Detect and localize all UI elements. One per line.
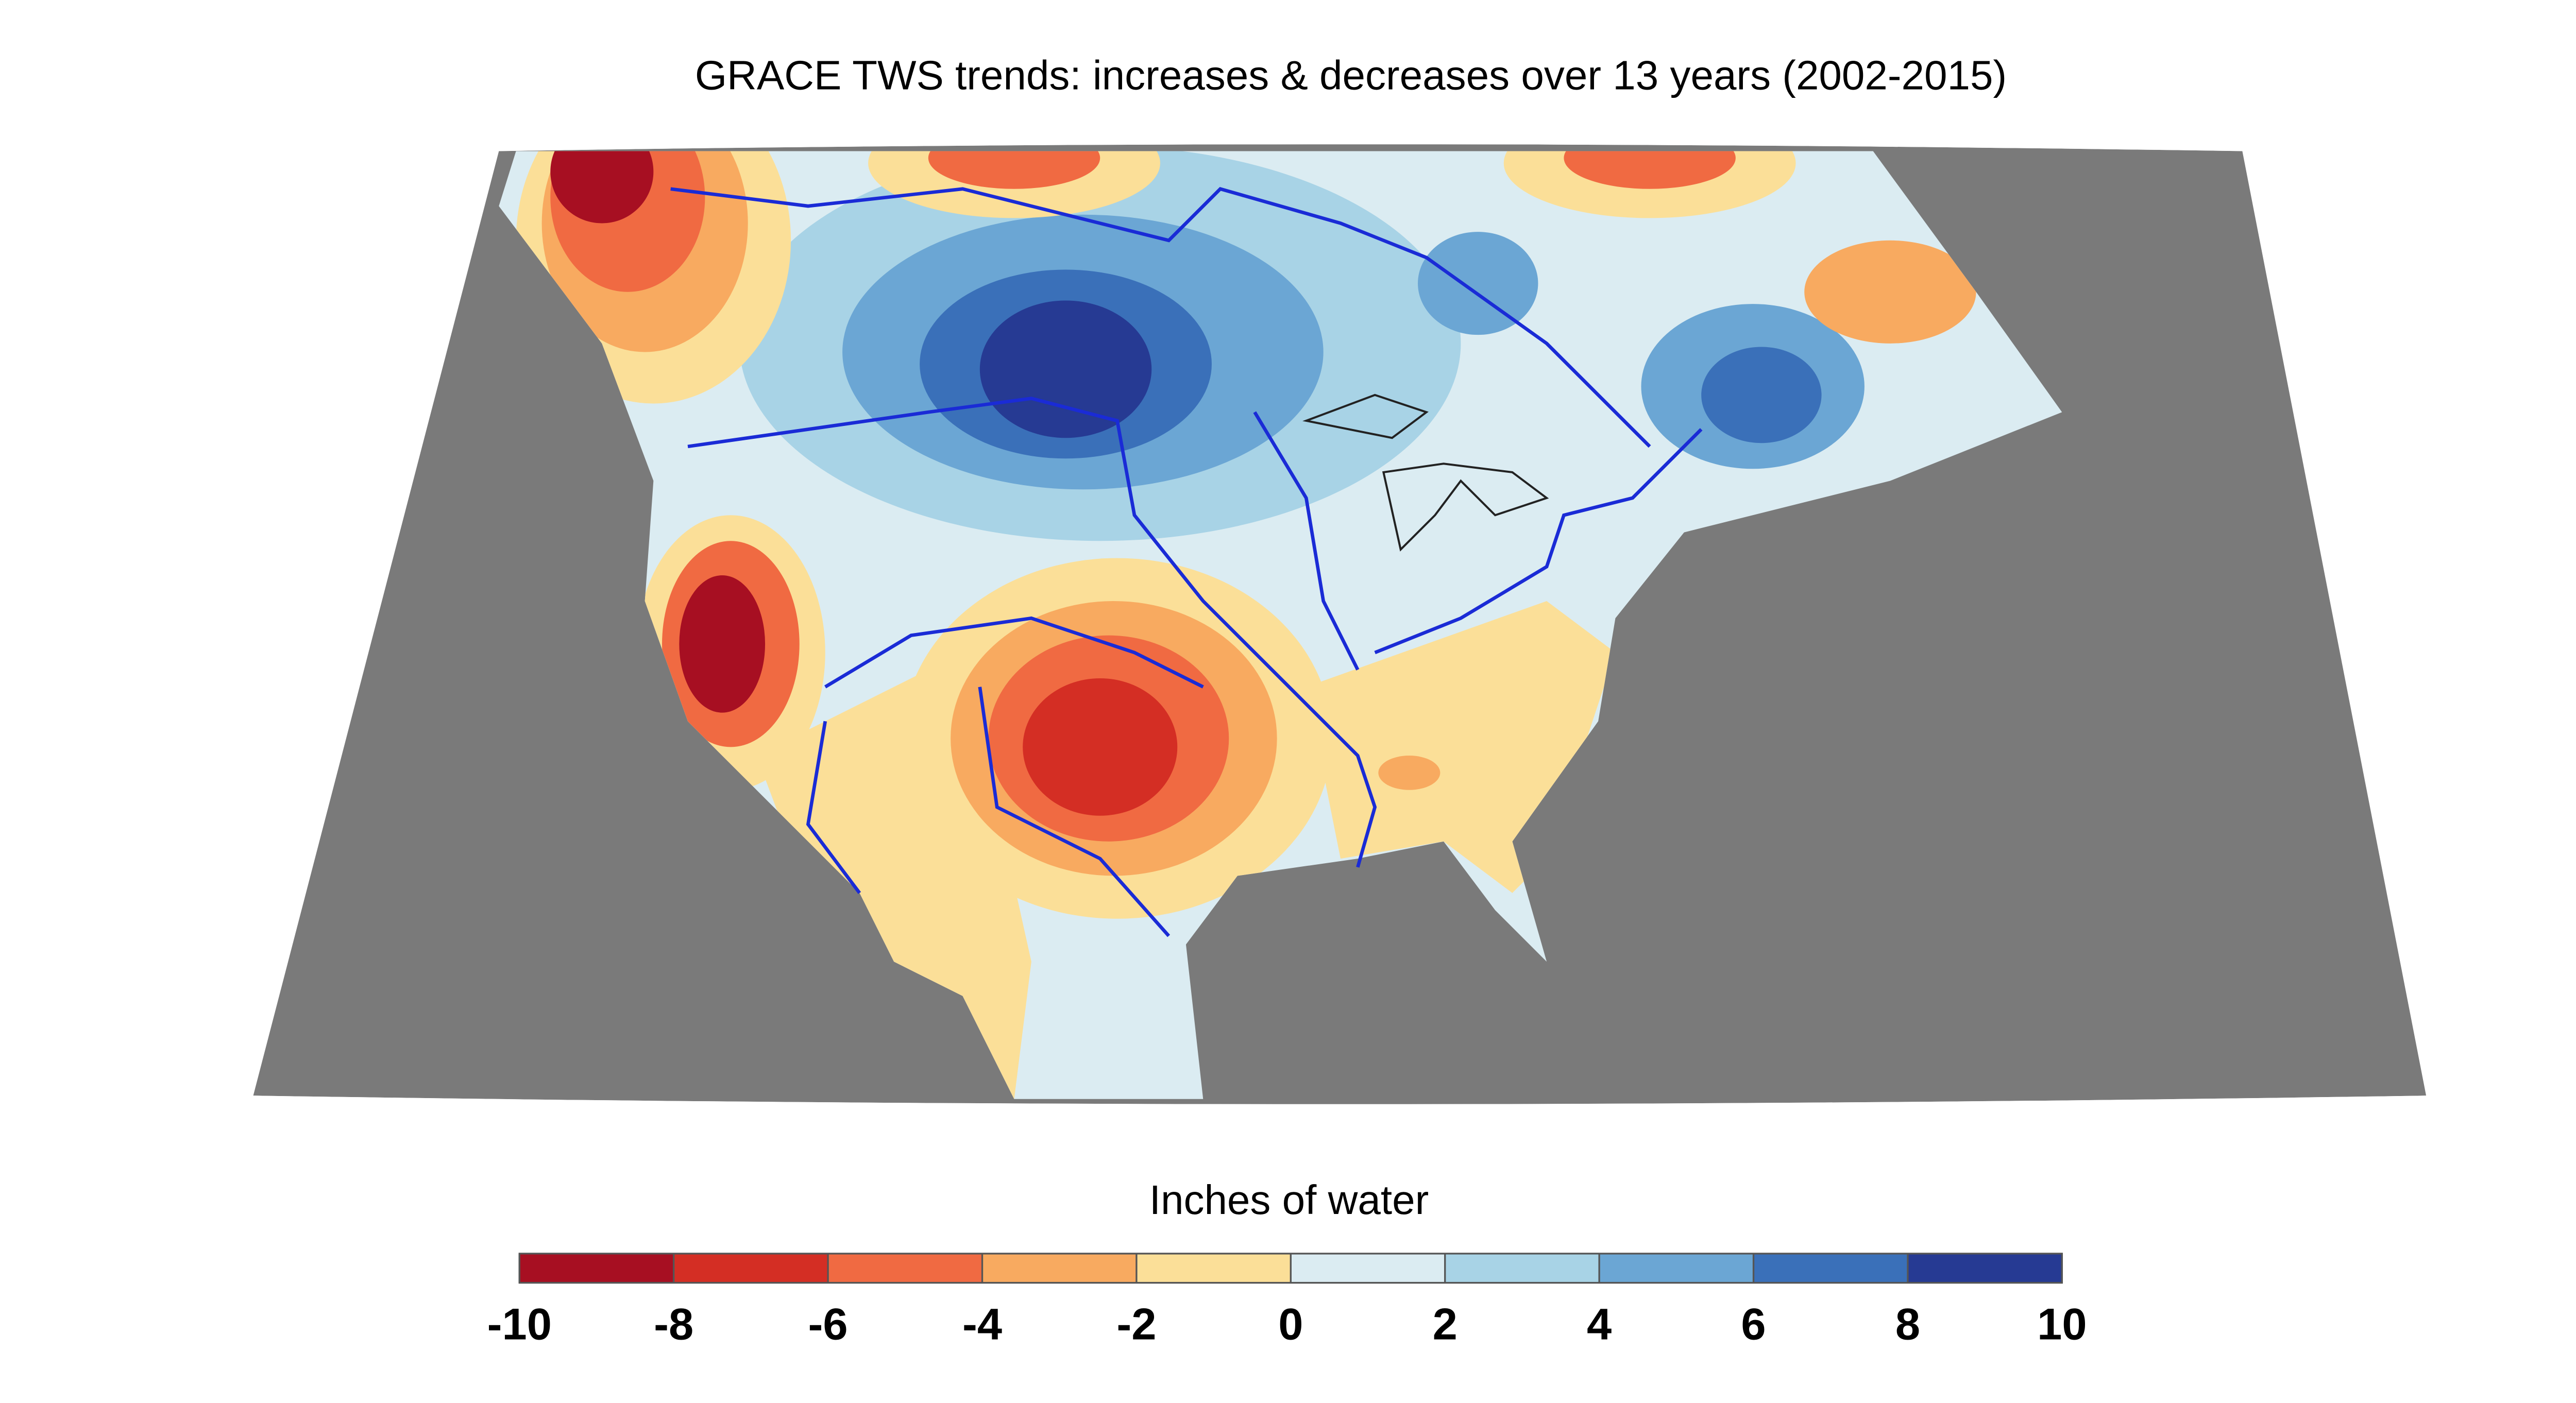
trend-region bbox=[1804, 240, 1976, 344]
colorbar-segment bbox=[519, 1253, 674, 1283]
colorbar-tick-label: -6 bbox=[808, 1300, 848, 1349]
colorbar-segment bbox=[982, 1253, 1137, 1283]
colorbar-tick-label: -4 bbox=[962, 1300, 1002, 1349]
colorbar-tick-label: 8 bbox=[1895, 1300, 1920, 1349]
river bbox=[1253, 411, 1360, 671]
rivers bbox=[670, 187, 1703, 937]
colorbar-segment bbox=[1753, 1253, 1908, 1283]
colorbar-tick-label: -8 bbox=[654, 1300, 693, 1349]
colorbar-segment bbox=[1599, 1253, 1754, 1283]
trend-region bbox=[1701, 347, 1822, 443]
colorbar-tick-label: 4 bbox=[1587, 1300, 1612, 1349]
trend-region bbox=[679, 575, 766, 713]
river bbox=[824, 616, 1204, 689]
trend-region bbox=[1023, 678, 1178, 816]
colorbar-segment bbox=[1291, 1253, 1445, 1283]
colorbar-tick-label: -10 bbox=[487, 1300, 552, 1349]
map bbox=[253, 144, 2427, 1104]
lake bbox=[1382, 463, 1549, 552]
colorbar-segment bbox=[828, 1253, 982, 1283]
trend-region bbox=[1418, 232, 1538, 335]
colorbar-tick-label: 6 bbox=[1741, 1300, 1766, 1349]
colorbar-segment bbox=[1136, 1253, 1291, 1283]
colorbar-tick-label: 10 bbox=[2037, 1300, 2087, 1349]
river bbox=[978, 687, 1171, 937]
trend-region bbox=[1564, 151, 1736, 189]
trend-region bbox=[550, 151, 654, 224]
river bbox=[806, 721, 861, 894]
colorbar-tick-label: 0 bbox=[1278, 1300, 1303, 1349]
trend-region bbox=[928, 151, 1100, 189]
lake bbox=[1302, 393, 1429, 439]
colorbar-tick-label: -2 bbox=[1116, 1300, 1156, 1349]
lakes bbox=[1302, 393, 1549, 552]
colorbar: -10 -8 -6 -4 -2 0 2 4 6 8 10 bbox=[487, 1253, 2087, 1349]
colorbar-segment bbox=[673, 1253, 828, 1283]
legend-title: Inches of water bbox=[1149, 1177, 1429, 1223]
river bbox=[687, 397, 1377, 868]
colorbar-segment bbox=[1445, 1253, 1600, 1283]
river bbox=[670, 187, 1651, 448]
map-title: GRACE TWS trends: increases & decreases … bbox=[695, 52, 2007, 98]
colorbar-tick-label: 2 bbox=[1433, 1300, 1458, 1349]
river bbox=[1374, 428, 1703, 655]
trend-region bbox=[1378, 756, 1440, 790]
colorbar-segment bbox=[1907, 1253, 2062, 1283]
trend-region bbox=[979, 300, 1152, 438]
